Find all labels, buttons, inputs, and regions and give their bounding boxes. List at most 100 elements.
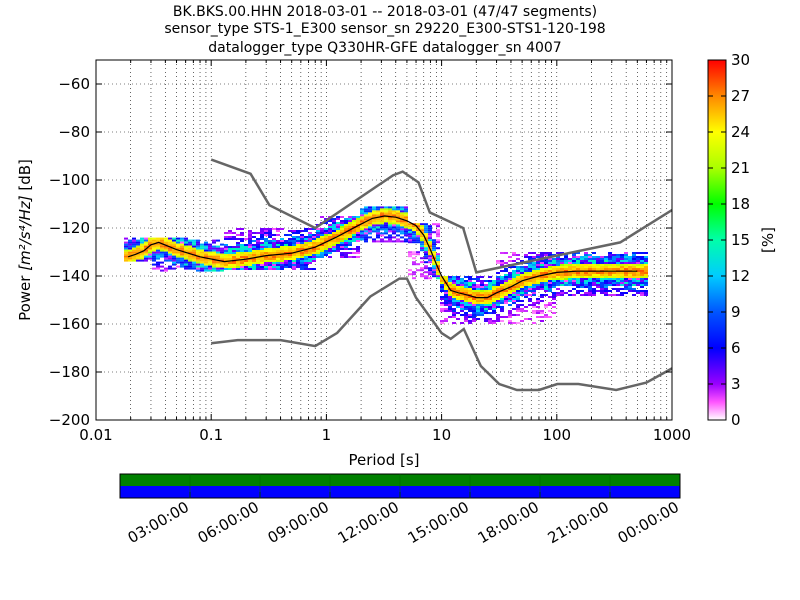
psd-cell: [216, 265, 220, 268]
psd-cell: [348, 220, 352, 222]
psd-cell: [276, 242, 280, 244]
psd-cell: [596, 264, 600, 266]
psd-cell: [224, 268, 228, 270]
psd-cell: [412, 229, 416, 232]
psd-cell: [476, 294, 480, 296]
psd-cell: [128, 239, 132, 242]
colorbar-tick-label: 30: [731, 51, 750, 69]
psd-cell: [124, 247, 128, 250]
psd-cell: [392, 222, 396, 225]
psd-cell: [456, 284, 460, 286]
psd-cell: [348, 228, 352, 230]
psd-cell: [140, 237, 144, 240]
psd-cell: [260, 228, 264, 230]
psd-cell: [352, 240, 356, 242]
psd-cell: [516, 306, 520, 308]
psd-cell: [468, 314, 472, 316]
psd-cell: [360, 226, 364, 229]
psd-cell: [532, 282, 536, 284]
psd-cell: [264, 264, 268, 266]
psd-cell: [516, 288, 520, 290]
psd-cell: [436, 269, 440, 272]
psd-cell: [328, 226, 332, 228]
psd-cell: [236, 256, 240, 258]
psd-cell: [432, 275, 436, 278]
psd-cell: [336, 232, 340, 234]
psd-cell: [392, 206, 396, 209]
psd-cell: [608, 280, 612, 282]
psd-cell: [280, 256, 284, 258]
psd-cell: [264, 248, 268, 250]
psd-cell: [380, 214, 384, 217]
psd-cell: [592, 256, 596, 258]
psd-cell: [288, 244, 292, 246]
psd-cell: [540, 284, 544, 286]
psd-cell: [580, 280, 584, 282]
psd-cell: [448, 280, 452, 282]
psd-cell: [588, 274, 592, 276]
psd-cell: [632, 280, 636, 282]
psd-cell: [568, 280, 572, 282]
psd-cell: [172, 263, 176, 266]
psd-cell: [252, 254, 256, 256]
psd-cell: [200, 253, 204, 256]
psd-cell: [476, 276, 480, 278]
psd-cell: [556, 262, 560, 264]
psd-cell: [480, 282, 484, 284]
psd-cell: [184, 241, 188, 244]
psd-cell: [352, 232, 356, 234]
psd-cell: [492, 320, 496, 322]
psd-cell: [448, 284, 452, 286]
psd-cell: [624, 292, 628, 294]
psd-cell: [460, 290, 464, 292]
psd-cell: [352, 248, 356, 250]
psd-cell: [520, 288, 524, 290]
psd-cell: [484, 318, 488, 320]
psd-cell: [512, 288, 516, 290]
psd-cell: [596, 262, 600, 264]
psd-cell: [308, 246, 312, 248]
psd-cell: [624, 272, 628, 274]
psd-cell: [504, 300, 508, 302]
psd-cell: [540, 254, 544, 256]
psd-cell: [468, 308, 472, 310]
psd-cell: [420, 241, 424, 244]
psd-cell: [640, 278, 644, 280]
psd-cell: [404, 234, 408, 237]
psd-cell: [404, 230, 408, 233]
psd-cell: [244, 252, 248, 254]
psd-cell: [464, 284, 468, 286]
psd-cell: [204, 267, 208, 270]
psd-cell: [124, 257, 128, 260]
psd-cell: [256, 244, 260, 246]
psd-cell: [256, 260, 260, 262]
psd-cell: [612, 282, 616, 284]
psd-cell: [604, 274, 608, 276]
psd-cell: [444, 318, 448, 320]
psd-cell: [260, 258, 264, 260]
psd-cell: [572, 294, 576, 296]
psd-cell: [372, 216, 376, 219]
psd-cell: [248, 236, 252, 238]
psd-cell: [552, 302, 556, 304]
psd-cell: [508, 312, 512, 314]
psd-cell: [644, 284, 648, 286]
psd-cell: [236, 260, 240, 262]
psd-cell: [604, 282, 608, 284]
psd-cell: [200, 251, 204, 254]
psd-cell: [208, 263, 212, 266]
psd-cell: [644, 276, 648, 278]
psd-cell: [132, 255, 136, 258]
psd-cell: [400, 212, 404, 215]
psd-cell: [288, 230, 292, 232]
psd-cell: [472, 292, 476, 294]
psd-cell: [500, 288, 504, 290]
psd-cell: [340, 248, 344, 250]
psd-cell: [156, 261, 160, 264]
psd-cell: [364, 214, 368, 217]
psd-cell: [524, 274, 528, 276]
psd-cell: [280, 260, 284, 262]
psd-cell: [540, 260, 544, 262]
psd-cell: [188, 263, 192, 266]
psd-cell: [308, 260, 312, 262]
